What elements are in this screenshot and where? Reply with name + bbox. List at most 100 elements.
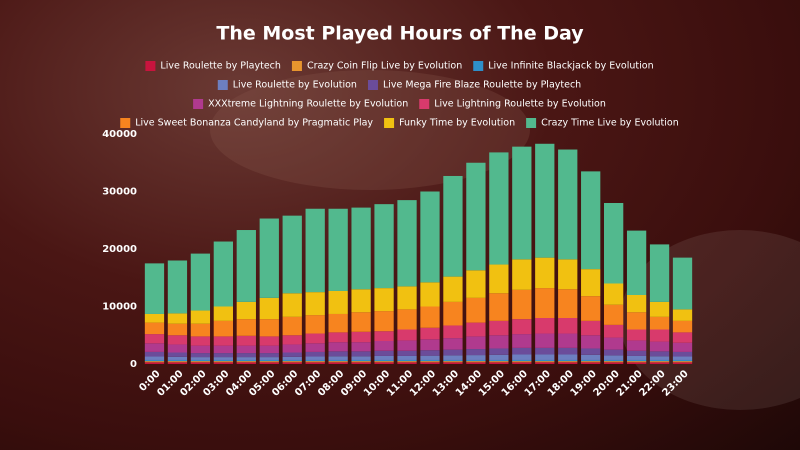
- bar-segment: [443, 175, 463, 277]
- bar-segment: [305, 356, 325, 360]
- bar-segment: [558, 318, 578, 334]
- bar-segment: [374, 350, 394, 356]
- bar-segment: [581, 354, 601, 360]
- bar-segment: [558, 259, 578, 290]
- bar-segment: [144, 356, 165, 360]
- bar-segment: [672, 332, 693, 343]
- bar-segment: [397, 200, 417, 287]
- bar-segment: [512, 289, 532, 320]
- bar-segment: [328, 356, 348, 360]
- bar-segment: [397, 359, 417, 362]
- bar-segment: [649, 351, 670, 357]
- bar-segment: [259, 336, 279, 346]
- bar-segment: [351, 362, 371, 364]
- bar-segment: [167, 260, 188, 314]
- bar-segment: [558, 289, 578, 318]
- bar-segment: [626, 230, 647, 295]
- bar-segment: [167, 335, 188, 345]
- bar-segment: [466, 322, 486, 337]
- bar-segment: [443, 325, 463, 339]
- bar-segment: [305, 292, 325, 316]
- bar-segment: [581, 361, 601, 363]
- bar-segment: [512, 319, 532, 335]
- bar-segment: [420, 350, 440, 356]
- bar-segment: [144, 334, 165, 344]
- bar-segment: [581, 320, 601, 336]
- bar-segment: [558, 347, 578, 355]
- bar-segment: [144, 361, 165, 363]
- bar-segment: [328, 362, 348, 364]
- bar-segment: [259, 353, 279, 358]
- bar-segment: [397, 329, 417, 341]
- bar-segment: [535, 361, 555, 363]
- bar-segment: [190, 336, 211, 346]
- bar-segment: [489, 362, 509, 364]
- bar-segment: [374, 204, 394, 289]
- bar-segment: [649, 329, 670, 342]
- bar-segment: [672, 356, 693, 360]
- bar-segment: [259, 319, 279, 337]
- bar-segment: [213, 336, 233, 346]
- bar-segment: [535, 354, 555, 360]
- bar-segment: [328, 342, 348, 352]
- bar-segment: [144, 343, 165, 352]
- bar-segment: [512, 362, 532, 364]
- bar-segment: [443, 361, 463, 363]
- bar-segment: [420, 355, 440, 360]
- bar-segment: [626, 362, 647, 364]
- bar-segment: [167, 344, 188, 353]
- legend-label: XXXtreme Lightning Roulette by Evolution: [208, 99, 408, 110]
- bar-segment: [604, 361, 624, 363]
- bar-segment: [604, 349, 624, 356]
- bar-segment: [466, 270, 486, 298]
- bar-segment: [466, 359, 486, 362]
- bar-segment: [558, 149, 578, 260]
- legend-swatch: [217, 80, 228, 90]
- bar-segment: [213, 361, 233, 363]
- bar-segment: [466, 362, 486, 364]
- bar-segment: [213, 306, 233, 321]
- bar-segment: [443, 349, 463, 356]
- bar-segment: [374, 355, 394, 360]
- bar-segment: [672, 351, 693, 357]
- bar-segment: [305, 333, 325, 344]
- bar-segment: [420, 306, 440, 328]
- bar-segment: [259, 345, 279, 354]
- bar-segment: [190, 359, 211, 362]
- bar-segment: [535, 347, 555, 355]
- bar-segment: [649, 316, 670, 330]
- bar-segment: [236, 230, 256, 302]
- bar-segment: [489, 335, 509, 349]
- bar-segment: [420, 362, 440, 364]
- bar-segment: [351, 359, 371, 362]
- bar-segment: [282, 215, 302, 294]
- bar-segment: [649, 362, 670, 364]
- bar-segment: [213, 353, 233, 358]
- y-tick-label: 0: [130, 359, 137, 370]
- bar-segment: [443, 338, 463, 350]
- bar-segment: [190, 345, 211, 354]
- bar-segment: [581, 171, 601, 270]
- bar-segment: [489, 348, 509, 355]
- bar-segment: [144, 322, 165, 335]
- bar-segment: [512, 146, 532, 260]
- bar-segment: [581, 269, 601, 297]
- bar-segment: [649, 361, 670, 363]
- bar-segment: [443, 276, 463, 302]
- bar-segment: [420, 361, 440, 363]
- bar-segment: [672, 342, 693, 352]
- legend-swatch: [193, 99, 204, 109]
- bar-segment: [328, 332, 348, 343]
- bar-segment: [466, 349, 486, 356]
- bar-segment: [489, 361, 509, 363]
- bar-segment: [626, 312, 647, 330]
- bar-segment: [374, 331, 394, 341]
- bar-segment: [397, 286, 417, 310]
- bar-segment: [305, 361, 325, 363]
- bar-segment: [374, 361, 394, 363]
- background-blur: [210, 70, 530, 190]
- bar-segment: [466, 297, 486, 323]
- bar-segment: [190, 357, 211, 360]
- bar-segment: [604, 324, 624, 338]
